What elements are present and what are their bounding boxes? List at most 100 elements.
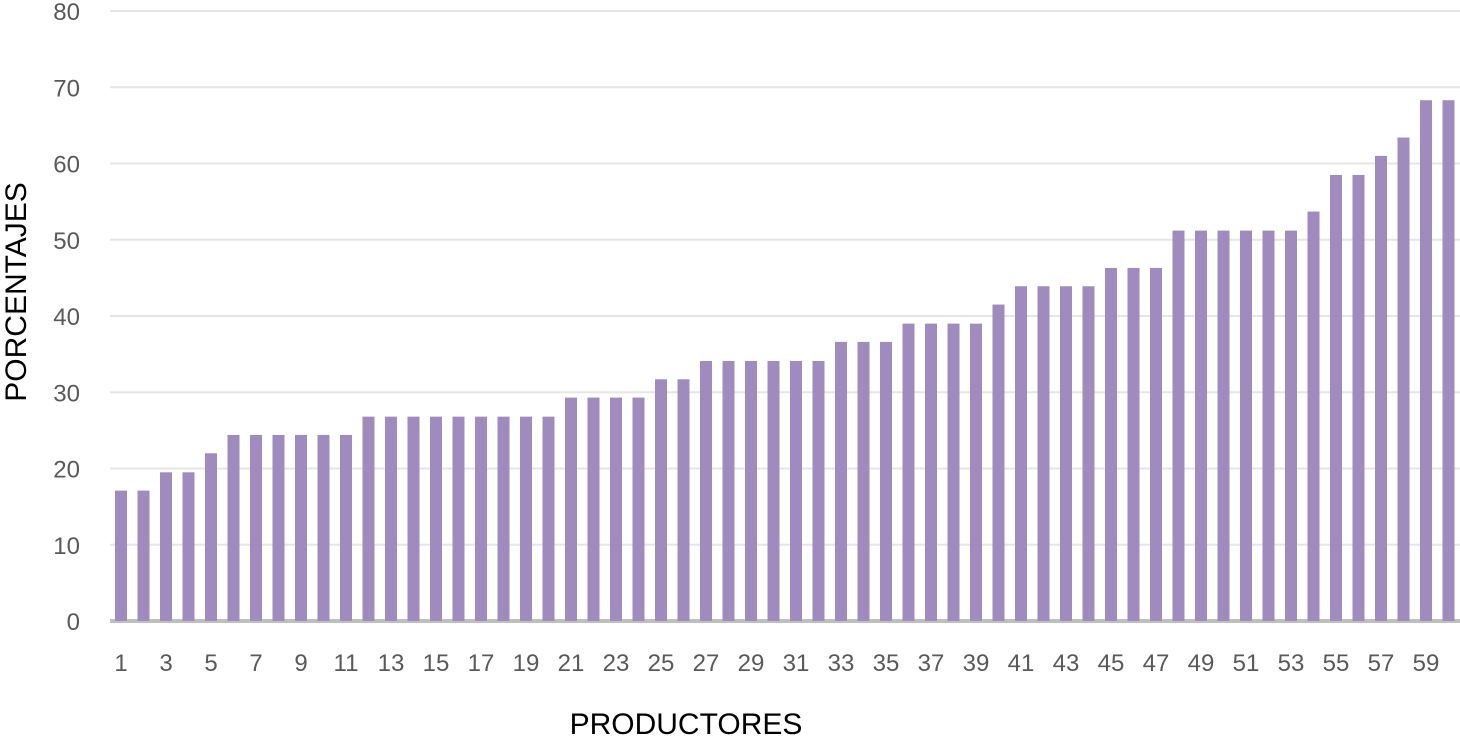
bar-3 [160, 472, 172, 621]
x-tick-label: 57 [1368, 650, 1395, 677]
y-tick-label: 80 [53, 0, 80, 26]
x-tick-label: 27 [693, 650, 720, 677]
bar-24 [632, 397, 645, 621]
bar-60 [1442, 100, 1455, 621]
x-tick-label: 3 [159, 650, 172, 677]
x-tick-label: 7 [249, 650, 262, 677]
bar-26 [677, 379, 690, 621]
bar-17 [475, 416, 487, 621]
bar-32 [812, 360, 825, 621]
bar-56 [1352, 174, 1365, 621]
bar-39 [970, 323, 982, 621]
bar-7 [250, 434, 262, 621]
gridlines [110, 10, 1460, 623]
bar-15 [430, 416, 442, 621]
bar-16 [452, 416, 465, 621]
bar-30 [767, 360, 780, 621]
bar-37 [925, 323, 937, 621]
bar-51 [1240, 230, 1252, 621]
x-tick-label: 55 [1323, 650, 1350, 677]
bar-14 [407, 416, 420, 621]
bar-1 [115, 490, 127, 621]
x-axis-ticks: 1 3 5 7 9 11 13 15 17 19 21 23 25 27 29 31 33 35 37 39 41 43 4… [114, 650, 1439, 677]
bar-59 [1420, 100, 1432, 621]
x-tick-label: 59 [1413, 650, 1440, 677]
x-tick-label: 53 [1278, 650, 1305, 677]
bar-58 [1397, 137, 1410, 621]
bar-47 [1150, 267, 1162, 621]
bar-27 [700, 360, 712, 621]
bar-28 [722, 360, 735, 621]
y-tick-label: 20 [53, 457, 80, 484]
bar-50 [1217, 230, 1230, 621]
x-tick-label: 9 [294, 650, 307, 677]
y-tick-label: 50 [53, 228, 80, 255]
bar-21 [565, 397, 577, 621]
bar-23 [610, 397, 622, 621]
bar-18 [497, 416, 510, 621]
bar-52 [1262, 230, 1275, 621]
x-tick-label: 39 [963, 650, 990, 677]
bar-11 [340, 434, 352, 621]
y-axis-ticks: 0 10 20 30 40 50 60 70 80 [53, 0, 80, 636]
x-tick-label: 45 [1098, 650, 1125, 677]
bar-22 [587, 397, 600, 621]
bar-33 [835, 341, 847, 621]
bar-57 [1375, 155, 1387, 621]
y-axis-title: PORCENTAJES [0, 182, 33, 401]
bar-9 [295, 434, 307, 621]
bar-10 [317, 434, 330, 621]
y-tick-label: 70 [53, 75, 80, 102]
bar-5 [205, 453, 217, 621]
bar-41 [1015, 286, 1027, 621]
bar-43 [1060, 286, 1072, 621]
x-tick-label: 37 [918, 650, 945, 677]
x-tick-label: 1 [114, 650, 127, 677]
bar-45 [1105, 267, 1117, 621]
bar-25 [655, 379, 667, 621]
bar-34 [857, 341, 870, 621]
x-tick-label: 43 [1053, 650, 1080, 677]
bar-44 [1082, 286, 1095, 621]
x-tick-label: 51 [1233, 650, 1260, 677]
x-tick-label: 19 [513, 650, 540, 677]
bar-12 [362, 416, 375, 621]
x-tick-label: 21 [558, 650, 585, 677]
x-tick-label: 49 [1188, 650, 1215, 677]
x-tick-label: 35 [873, 650, 900, 677]
bar-8 [272, 434, 285, 621]
bar-40 [992, 304, 1005, 621]
bar-29 [745, 360, 757, 621]
bar-38 [947, 323, 960, 621]
bar-20 [542, 416, 555, 621]
y-tick-label: 60 [53, 152, 80, 179]
x-tick-label: 17 [468, 650, 495, 677]
x-tick-label: 15 [423, 650, 450, 677]
bar-49 [1195, 230, 1207, 621]
x-tick-label: 5 [204, 650, 217, 677]
y-tick-label: 30 [53, 380, 80, 407]
bar-42 [1037, 286, 1050, 621]
x-tick-label: 29 [738, 650, 765, 677]
bar-2 [137, 490, 150, 621]
bar-55 [1330, 174, 1342, 621]
bars [115, 100, 1455, 621]
bar-13 [385, 416, 397, 621]
bar-46 [1127, 267, 1140, 621]
bar-31 [790, 360, 802, 621]
bar-48 [1172, 230, 1185, 621]
bar-6 [227, 434, 240, 621]
x-tick-label: 25 [648, 650, 675, 677]
x-tick-label: 11 [334, 650, 359, 677]
x-tick-label: 47 [1143, 650, 1170, 677]
bar-4 [182, 472, 195, 621]
x-tick-label: 33 [828, 650, 855, 677]
x-tick-label: 13 [378, 650, 405, 677]
y-tick-label: 10 [53, 533, 80, 560]
x-tick-label: 41 [1008, 650, 1035, 677]
bar-36 [902, 323, 915, 621]
y-tick-label: 40 [53, 304, 80, 331]
bar-53 [1285, 230, 1297, 621]
bar-19 [520, 416, 532, 621]
